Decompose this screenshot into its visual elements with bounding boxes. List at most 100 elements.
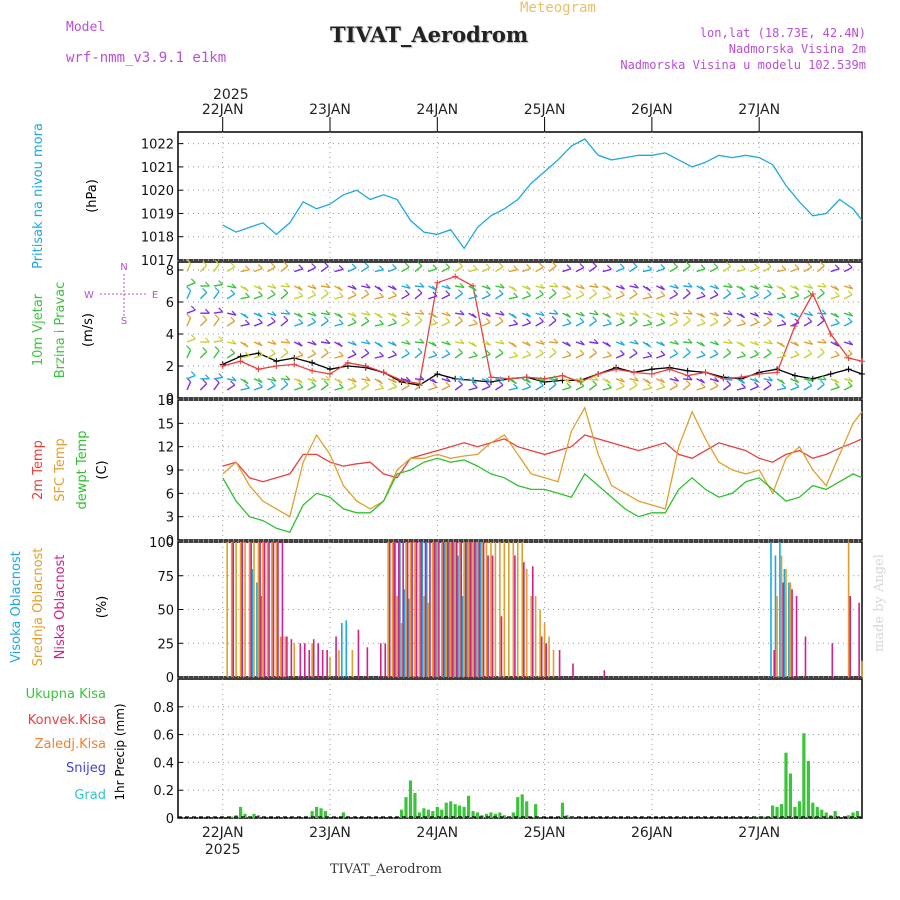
wind-data-marker (648, 371, 655, 377)
wind-barb (294, 386, 304, 391)
data-bar (521, 542, 524, 677)
wind-barb-flag (819, 288, 825, 294)
wind-barb-flag (579, 340, 585, 346)
data-bar (404, 797, 408, 818)
wind-barb (803, 266, 813, 273)
wind-barb-flag (283, 261, 289, 267)
wind-barb-flag (834, 341, 840, 347)
wind-barb (696, 322, 706, 327)
data-bar (485, 542, 488, 677)
wind-barb (454, 384, 463, 391)
wind-barb (213, 311, 223, 314)
wind-barb-flag (660, 318, 666, 324)
wind-barb-flag (499, 339, 505, 345)
data-bar (232, 542, 235, 677)
wind-barb (401, 312, 411, 317)
data-bar (460, 542, 463, 677)
wind-barb-flag (190, 305, 196, 311)
wind-barb (830, 295, 840, 300)
wind-barb-flag (673, 262, 679, 268)
wind-barb-flag (186, 313, 192, 319)
data-bar (779, 804, 784, 818)
data-bar (804, 636, 807, 677)
wind-barb-flag (727, 338, 733, 344)
data-bar (252, 813, 256, 818)
wind-barb (387, 322, 397, 327)
wind-barb-flag (351, 317, 357, 323)
wind-barb-flag (432, 318, 438, 324)
data-bar (797, 801, 802, 818)
data-bar (540, 636, 543, 677)
wind-barb-flag (538, 262, 544, 268)
wind-barb-flag (405, 376, 411, 382)
wind-barb (656, 354, 666, 359)
data-bar (413, 792, 417, 818)
wind-barb-flag (834, 291, 840, 297)
data-bar (421, 542, 424, 677)
model-label: Model (66, 20, 106, 35)
wind-barb-flag (419, 375, 425, 381)
data-bar (338, 650, 340, 677)
wind-barb (723, 378, 733, 381)
wind-barb (776, 323, 787, 327)
wind-barb (481, 378, 491, 383)
wind-barb-flag (847, 381, 853, 387)
wind-barb (843, 312, 853, 317)
wind-barb (629, 285, 639, 289)
wind-barb (428, 322, 438, 327)
data-bar (525, 801, 529, 818)
wind-barb-flag (472, 351, 478, 357)
wind-barb (763, 266, 772, 273)
data-bar (391, 542, 394, 677)
wind-barb-flag (186, 286, 192, 292)
data-bar (558, 650, 561, 677)
wind-barb-flag (713, 381, 719, 387)
wind-barb-flag (673, 349, 679, 354)
data-bar (440, 542, 443, 677)
wind-barb-flag (685, 288, 691, 294)
wind-barb (817, 312, 827, 315)
wind-barb (441, 378, 451, 383)
wind-barb (521, 386, 531, 391)
wind-barb-flag (807, 262, 813, 268)
wind-barb-flag (364, 380, 370, 386)
wind-barb-flag (726, 316, 732, 322)
wind-barb-flag (660, 378, 666, 383)
wind-barb (548, 341, 559, 344)
data-bar (399, 542, 401, 677)
wind-barb-flag (270, 289, 276, 295)
data-bar (511, 812, 515, 818)
wind-barb (307, 285, 317, 290)
wind-barb-flag (202, 347, 208, 353)
wind-barb (226, 293, 236, 300)
date-label-bottom: 27JAN (738, 825, 780, 841)
wind-barb-flag (458, 316, 463, 322)
wind-barb-flag (579, 311, 585, 317)
wind-data-marker (845, 366, 852, 373)
wind-barb-flag (202, 379, 208, 385)
wind-barb-flag (459, 338, 465, 344)
wind-barb-flag (821, 375, 827, 381)
wind-barb (294, 322, 304, 327)
wind-barb-flag (808, 376, 814, 382)
wind-barb (280, 341, 290, 344)
wind-barb-flag (821, 309, 827, 315)
wind-barb (575, 285, 585, 290)
wind-barb (588, 352, 598, 359)
wind-barb-flag (186, 345, 192, 351)
wind-barb-flag (819, 379, 825, 385)
data-bar (414, 542, 416, 677)
wind-barb-flag (687, 375, 693, 381)
wind-barb (843, 266, 853, 273)
wind-barb (749, 312, 759, 318)
wind-barb (817, 378, 827, 381)
wind-barb-flag (283, 315, 289, 321)
data-bar (552, 650, 555, 677)
wind-barb-flag (323, 380, 329, 386)
wind-barb-flag (311, 381, 317, 387)
wind-data-marker (434, 279, 441, 286)
wind-barb-flag (768, 310, 773, 316)
wind-barb (562, 322, 572, 327)
wind-barb-flag (404, 262, 410, 268)
data-bar (815, 806, 819, 818)
